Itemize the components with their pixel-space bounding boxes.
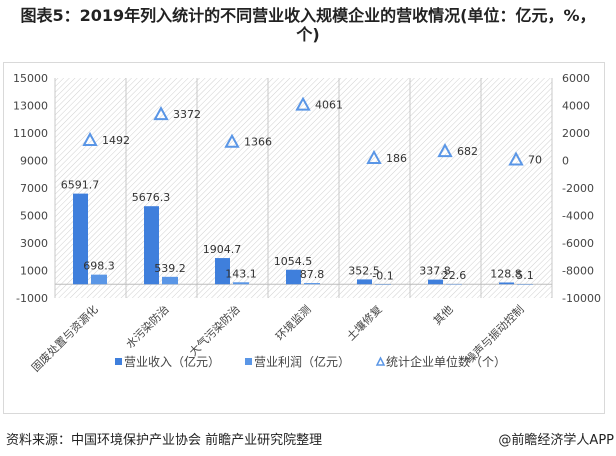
profit-bar <box>91 274 107 285</box>
category-label: 其他 <box>431 303 456 328</box>
category-label: 环境监测 <box>273 302 314 343</box>
left-axis-tick: 13000 <box>13 100 48 113</box>
right-axis-tick: -6000 <box>562 237 594 250</box>
plot-area <box>55 78 552 298</box>
revenue-bar <box>144 206 159 285</box>
count-marker <box>224 133 240 148</box>
profit-bar <box>233 282 249 285</box>
revenue-label: 337.8 <box>419 265 451 278</box>
right-axis-tick: -4000 <box>562 210 594 223</box>
category-label: 水污染防治 <box>123 302 172 351</box>
count-marker <box>295 96 311 111</box>
chart-title: 图表5：2019年列入统计的不同营业收入规模企业的营收情况(单位：亿元，%，个) <box>20 6 596 44</box>
legend-label: 营业收入（亿元） <box>124 354 220 369</box>
category-label: 土壤修复 <box>344 302 385 343</box>
left-axis-tick: 9000 <box>20 155 48 168</box>
count-label: 682 <box>457 145 478 158</box>
count-marker <box>437 143 453 158</box>
right-axis-tick: 2000 <box>562 127 590 140</box>
count-label: 4061 <box>315 99 343 112</box>
left-axis-tick: 1000 <box>20 265 48 278</box>
count-label: 186 <box>386 152 407 165</box>
right-axis-tick: -2000 <box>562 182 594 195</box>
profit-label: -0.1 <box>372 269 393 282</box>
revenue-bar <box>357 279 372 285</box>
revenue-bar <box>499 282 514 285</box>
profit-label: 143.1 <box>225 267 257 280</box>
count-marker <box>153 106 169 121</box>
right-axis-tick: -8000 <box>562 265 594 278</box>
profit-label: 87.8 <box>300 268 325 281</box>
profit-label: 539.2 <box>154 262 186 275</box>
revenue-label: 1904.7 <box>203 243 242 256</box>
right-axis-tick: 0 <box>562 155 569 168</box>
left-axis-tick: 15000 <box>13 72 48 85</box>
count-label: 70 <box>528 154 542 167</box>
profit-bar <box>446 283 462 285</box>
left-axis-tick: -1000 <box>16 292 48 305</box>
left-axis-tick: 11000 <box>13 127 48 140</box>
brand-credit: @前瞻经济学人APP <box>498 433 614 448</box>
right-axis-tick: 4000 <box>562 100 590 113</box>
profit-bar <box>162 276 178 285</box>
revenue-bar <box>428 279 443 285</box>
revenue-label: 1054.5 <box>274 255 313 268</box>
profit-label: 5.1 <box>516 269 534 282</box>
legend-label: 统计企业单位数（个） <box>386 354 506 369</box>
revenue-bar <box>73 193 88 285</box>
count-label: 1366 <box>244 136 272 149</box>
source-note: 资料来源：中国环境保护产业协会 前瞻产业研究院整理 <box>6 433 323 448</box>
profit-label: 698.3 <box>83 260 115 273</box>
right-axis-tick: -10000 <box>562 292 601 305</box>
revenue-bar <box>215 258 230 285</box>
count-marker <box>82 131 98 146</box>
count-label: 1492 <box>102 134 130 147</box>
left-axis-tick: 3000 <box>20 237 48 250</box>
profit-bar <box>517 284 533 285</box>
revenue-label: 128.8 <box>490 267 522 280</box>
legend-label: 营业利润（亿元） <box>254 354 350 369</box>
legend-swatch <box>115 358 122 365</box>
left-axis-tick: 7000 <box>20 182 48 195</box>
revenue-label: 6591.7 <box>61 179 100 192</box>
revenue-label: 5676.3 <box>132 191 171 204</box>
count-marker <box>366 149 382 164</box>
revenue-bar <box>286 269 301 285</box>
revenue-label: 352.5 <box>348 264 380 277</box>
profit-label: 22.6 <box>442 269 467 282</box>
legend-swatch <box>375 356 386 366</box>
count-label: 3372 <box>173 108 201 121</box>
profit-bar <box>375 284 391 285</box>
profit-bar <box>304 283 320 285</box>
right-axis-tick: 6000 <box>562 72 590 85</box>
category-label: 固废处置与资源化 <box>28 302 100 374</box>
left-axis-tick: 5000 <box>20 210 48 223</box>
chart-frame <box>3 62 605 414</box>
legend-swatch <box>245 358 252 365</box>
category-label: 大气污染防治 <box>186 302 243 359</box>
count-marker <box>508 151 524 166</box>
